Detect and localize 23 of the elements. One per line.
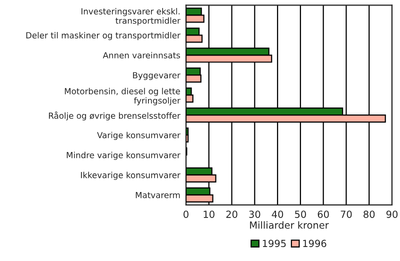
y-tick-label: Mindre varige konsumvarer: [66, 152, 180, 160]
x-tick-label: 40: [272, 210, 284, 218]
y-tick-label: Investeringsvarer ekskl. transportmidler: [82, 8, 180, 26]
legend-label: 1996: [303, 240, 326, 248]
x-tick-label: 60: [318, 210, 329, 218]
y-tick-label: Motorbensin, diesel og lette fyringsoljer: [64, 88, 180, 106]
x-tick-label: 90: [386, 210, 398, 218]
y-tick-label: Byggevarer: [133, 72, 180, 80]
y-tick-label: Varige konsumvarer: [97, 132, 180, 140]
legend-label: 1995: [262, 240, 286, 248]
y-tick-label: Ikkevarige konsumvarer: [81, 172, 180, 180]
y-tick-label: Deler til maskiner og transportmidler: [26, 32, 180, 40]
x-tick-label: 80: [364, 210, 375, 218]
y-tick-label: Råolje og øvrige brenselsstoffer: [48, 111, 180, 120]
x-tick-label: 70: [340, 210, 352, 218]
y-tick-label: Matvarerm: [136, 192, 180, 198]
x-tick-label: 10: [204, 210, 214, 218]
y-tick-label: Annen vareinnsats: [102, 52, 180, 58]
x-tick-label: 50: [295, 210, 306, 218]
x-axis-title: Milliarder kroner: [250, 221, 329, 229]
x-tick-label: 30: [249, 210, 260, 218]
x-tick-label: 20: [226, 210, 238, 218]
x-tick-label: 0: [184, 210, 188, 218]
